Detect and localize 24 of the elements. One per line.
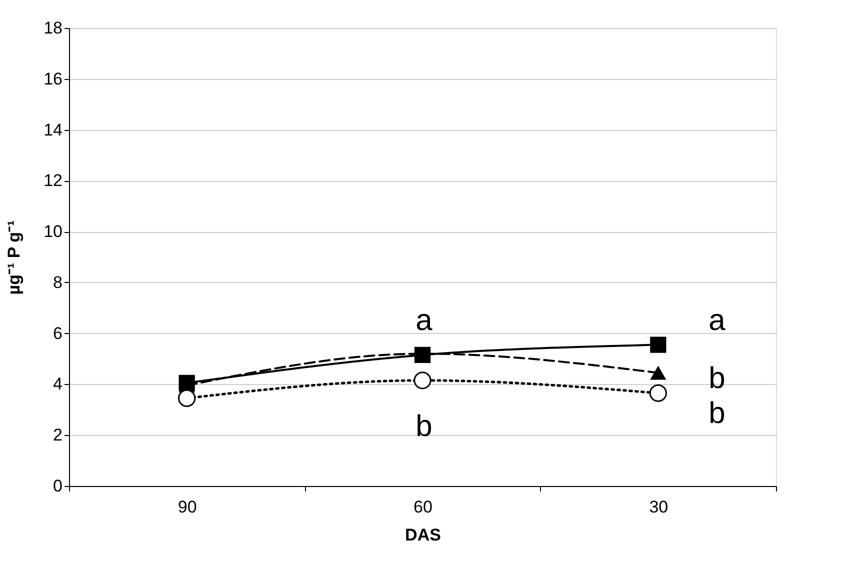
y-tick-label: 4 [53, 374, 62, 394]
y-tick-label: 16 [44, 69, 62, 88]
y-tick-label: 18 [44, 18, 62, 38]
annotation: b [708, 397, 726, 430]
x-tick-label: 90 [178, 498, 197, 516]
y-tick-label: 14 [44, 120, 62, 140]
y-tick-label: 12 [44, 171, 62, 190]
point [414, 372, 432, 390]
annotation: a [708, 304, 726, 337]
y-tick-label: 0 [53, 476, 62, 496]
x-axis-title: DAS [405, 526, 441, 544]
annotation: b [708, 362, 726, 395]
x-tick-label: 30 [649, 498, 668, 516]
point [650, 336, 666, 353]
x-tick-label: 60 [414, 498, 432, 516]
point [649, 384, 667, 402]
annotation: b [416, 410, 432, 443]
y-tick-label: 2 [53, 426, 62, 445]
point [178, 389, 196, 408]
y-tick-label: 6 [53, 324, 62, 343]
annotation: a [416, 304, 433, 337]
y-tick-label: 8 [53, 272, 62, 292]
y-tick-label: 10 [44, 222, 62, 242]
y-axis-title: µg⁻¹ P g⁻¹ [4, 220, 24, 295]
